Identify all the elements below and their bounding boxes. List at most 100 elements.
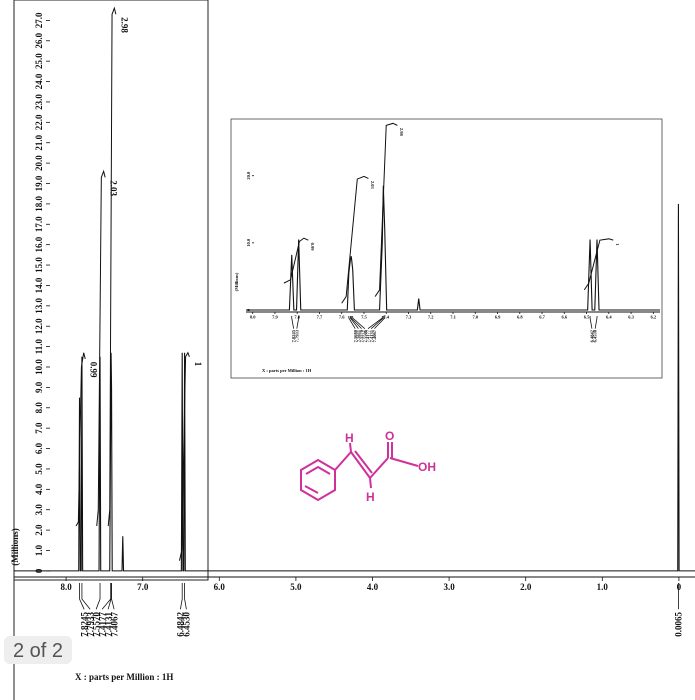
peak-leader bbox=[79, 583, 85, 610]
atom-label: H bbox=[366, 490, 375, 504]
integral-label: 0.99 bbox=[310, 243, 315, 252]
peak-leader bbox=[95, 583, 101, 610]
peak-label: 7.4177 bbox=[97, 612, 107, 637]
peak-label: 7.4067 bbox=[109, 612, 119, 637]
integral-label: 2.98 bbox=[119, 17, 129, 33]
x-tick-label: 7.8 bbox=[294, 315, 300, 320]
page-badge: 2 of 2 bbox=[4, 636, 72, 664]
y-tick-label: 2.0 bbox=[34, 524, 44, 536]
x-tick-label: 6.9 bbox=[495, 315, 501, 320]
badge-bg bbox=[4, 636, 72, 664]
peak-leader bbox=[81, 583, 91, 610]
x-tick-label: 7.1 bbox=[450, 315, 456, 320]
y-tick-label: 24.0 bbox=[34, 73, 44, 89]
peak-label: 6.4530 bbox=[182, 612, 192, 637]
integral-curve bbox=[374, 122, 398, 297]
y-tick-label: 17.0 bbox=[34, 216, 44, 232]
atom-label: H bbox=[345, 431, 354, 445]
bond bbox=[349, 442, 352, 453]
peak-leader bbox=[291, 316, 295, 329]
x-tick-label: 7.7 bbox=[317, 315, 323, 320]
integral-label: 2.03 bbox=[109, 180, 119, 196]
y-axis-label: (Millions) bbox=[234, 272, 239, 291]
peak-leader bbox=[184, 583, 187, 610]
peak-label: 7.4177 bbox=[366, 329, 371, 342]
bond bbox=[369, 477, 372, 489]
y-tick-label: 6.0 bbox=[34, 442, 44, 454]
peak-label: 7.5506 bbox=[362, 329, 367, 342]
y-tick-label: 13.0 bbox=[34, 297, 44, 313]
y-tick-label: 26.0 bbox=[34, 32, 44, 48]
y-tick-label: 18.0 bbox=[34, 196, 44, 212]
peak-leader bbox=[374, 316, 386, 329]
peak-leader bbox=[350, 316, 362, 329]
spectrum-line bbox=[14, 203, 695, 572]
y-tick-label: 14.0 bbox=[34, 277, 44, 293]
x-tick-label: 6.4 bbox=[606, 315, 612, 320]
x-tick-label: 7.5 bbox=[361, 315, 367, 320]
atom-label: O bbox=[385, 429, 394, 443]
y-tick-label: 9.0 bbox=[34, 381, 44, 393]
y-tick-label: 27.0 bbox=[34, 12, 44, 28]
y-tick-label: 4.0 bbox=[34, 483, 44, 495]
bond bbox=[354, 450, 373, 474]
x-tick-label: 4.0 bbox=[367, 582, 379, 592]
x-tick-label: 0 bbox=[677, 582, 682, 592]
bond bbox=[389, 457, 419, 467]
y-tick-label: 10.0 bbox=[246, 238, 251, 247]
peak-leader bbox=[349, 316, 359, 329]
integral-label: 0.99 bbox=[89, 362, 99, 378]
x-tick-label: 2.0 bbox=[520, 582, 532, 592]
peak-label: 7.4131 bbox=[369, 329, 374, 342]
y-tick-label: 3.0 bbox=[34, 504, 44, 516]
x-tick-label: 7.4 bbox=[383, 315, 389, 320]
atom-label: OH bbox=[418, 460, 436, 474]
x-tick-label: 6.0 bbox=[214, 582, 226, 592]
peak-label: 6.4530 bbox=[593, 329, 598, 342]
x-axis-label: X : parts per Million : 1H bbox=[75, 672, 173, 682]
y-tick-label: 22.0 bbox=[34, 114, 44, 130]
peak-label: 7.5570 bbox=[359, 329, 364, 342]
integral-curve bbox=[283, 237, 309, 284]
integral-curve bbox=[75, 352, 86, 527]
integral-curve bbox=[583, 238, 614, 291]
main-chart: 8.0 7.0 6.0 5.0 4.0 3.0 2.0 1.0 001.02.03.04.05.… bbox=[10, 6, 695, 682]
y-tick-label: 20.0 bbox=[34, 155, 44, 171]
x-tick-label: 7.6 bbox=[339, 315, 345, 320]
y-tick-label: 21.0 bbox=[34, 134, 44, 150]
x-tick-label: 7.3 bbox=[406, 315, 412, 320]
peak-leader bbox=[589, 316, 593, 329]
peak-leader bbox=[348, 316, 356, 329]
y-tick-label: 25.0 bbox=[34, 53, 44, 69]
ring-bond bbox=[305, 465, 331, 475]
peak-label: 7.4067 bbox=[372, 329, 377, 342]
y-tick-label: 16.0 bbox=[34, 236, 44, 252]
y-tick-label: 23.0 bbox=[34, 94, 44, 110]
y-tick-label: 12.0 bbox=[34, 318, 44, 334]
y-tick-label: 20.0 bbox=[246, 171, 251, 180]
integral-curve bbox=[341, 175, 369, 304]
y-tick-label: 11.0 bbox=[34, 338, 44, 354]
peak-leader bbox=[594, 316, 598, 329]
x-tick-label: 8.0 bbox=[60, 582, 72, 592]
x-tick-label: 3.0 bbox=[443, 582, 455, 592]
peak-label: 0.0065 bbox=[674, 612, 684, 637]
peak-label: 7.4131 bbox=[103, 612, 113, 637]
integral-curve bbox=[96, 169, 106, 527]
peak-label: 7.5680 bbox=[353, 329, 358, 342]
y-tick-label: 7.0 bbox=[34, 422, 44, 434]
integral-label: 2.03 bbox=[370, 181, 375, 190]
inset-chart: 8.0 7.9 7.8 7.7 7.6 7.5 7.4 7.3 7.2 7.1 7.0 6.9 6.8 6… bbox=[234, 122, 660, 373]
peak-label: 7.8245 bbox=[291, 329, 296, 342]
integral-curve bbox=[178, 351, 190, 561]
bond bbox=[369, 457, 389, 479]
structure: H O OH H bbox=[300, 429, 436, 504]
peak-label: 6.4842 bbox=[176, 612, 186, 637]
x-tick-label: 7.2 bbox=[428, 315, 434, 320]
x-tick-label: 6.7 bbox=[539, 315, 545, 320]
y-tick-label: 19.0 bbox=[34, 175, 44, 191]
integral-curve bbox=[107, 6, 117, 527]
peak-label: 7.7933 bbox=[294, 329, 299, 342]
y-tick-label: 15.0 bbox=[34, 257, 44, 273]
peak-label: 6.4842 bbox=[590, 329, 595, 342]
